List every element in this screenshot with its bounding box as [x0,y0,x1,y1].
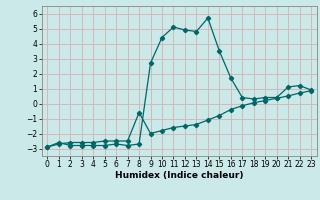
X-axis label: Humidex (Indice chaleur): Humidex (Indice chaleur) [115,171,244,180]
